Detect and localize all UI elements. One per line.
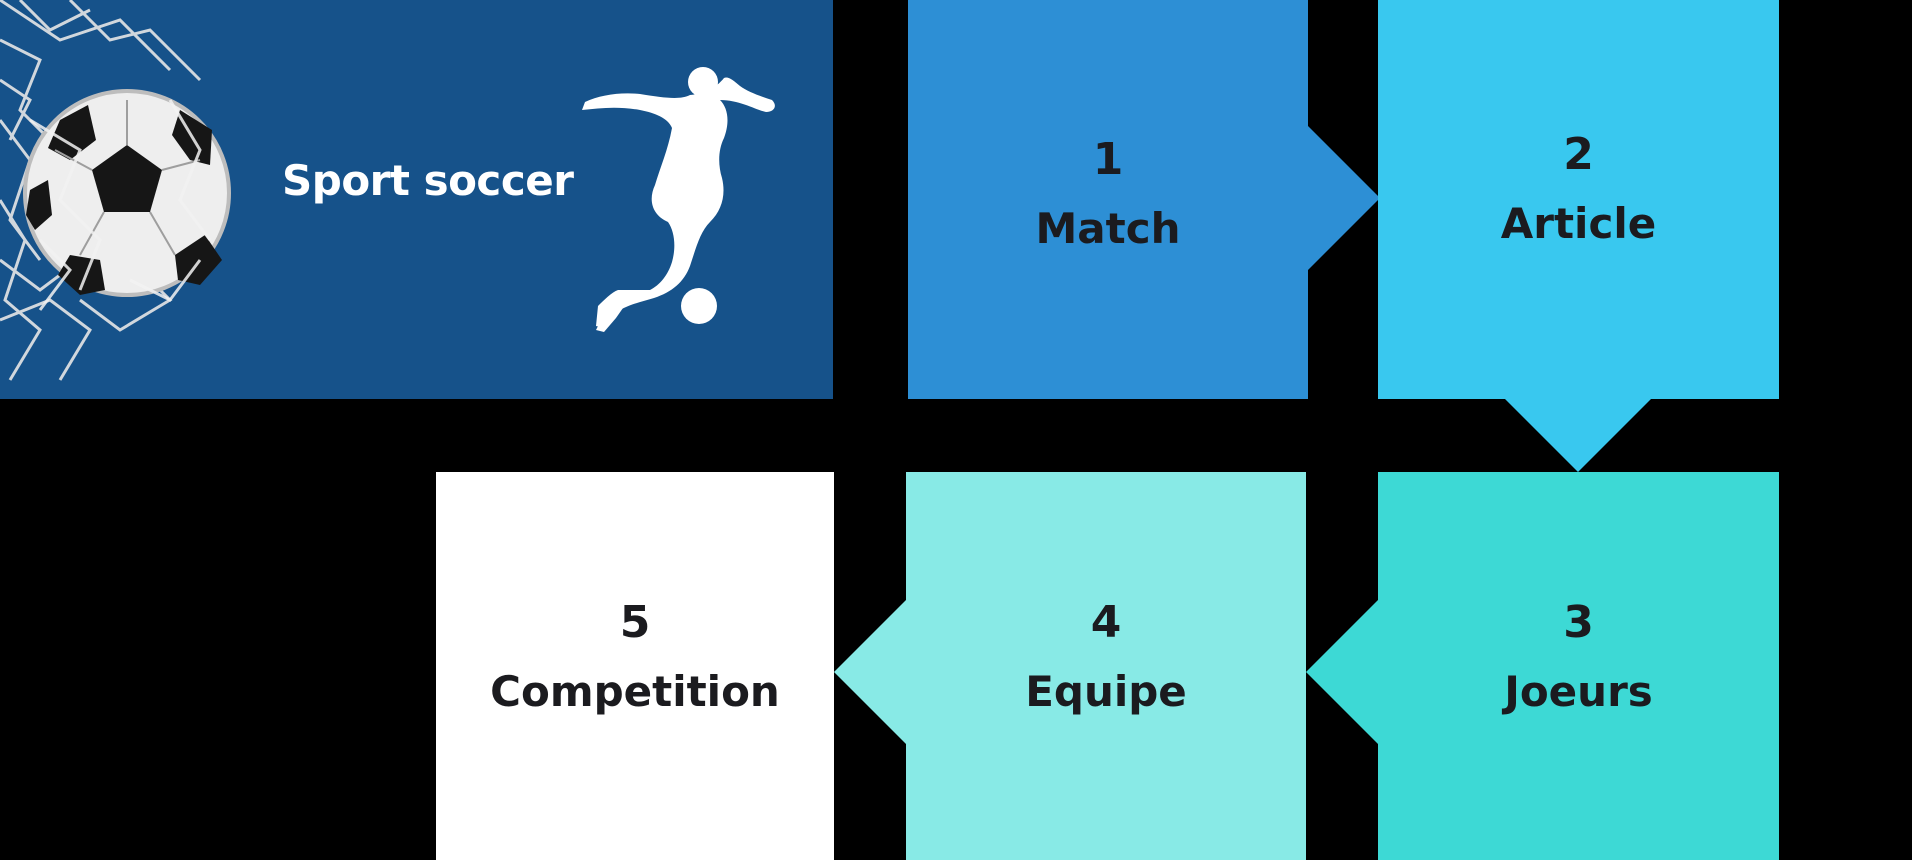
- step-3-content: 3 Joeurs: [1378, 472, 1779, 860]
- step-4-equipe: 4 Equipe: [834, 472, 1306, 860]
- step-2-content: 2 Article: [1378, 0, 1779, 399]
- step-5-competition: 5 Competition: [436, 472, 834, 860]
- step-4-label: Equipe: [1025, 667, 1187, 716]
- step-2-number: 2: [1563, 128, 1594, 180]
- step-1-content: 1 Match: [908, 0, 1308, 399]
- soccer-ball-icon: [23, 89, 231, 297]
- step-1-label: Match: [1035, 203, 1181, 253]
- step-2-shape: [1378, 0, 1779, 472]
- step-5-shape: [436, 472, 834, 860]
- player-kicking-icon: [582, 67, 775, 332]
- hero-banner: Sport soccer: [0, 0, 833, 399]
- step-4-shape: [834, 472, 1306, 860]
- step-2-article: 2 Article: [1378, 0, 1779, 472]
- step-3-shape: [1306, 472, 1779, 860]
- step-1-shape: [908, 0, 1380, 399]
- step-2-label: Article: [1500, 198, 1657, 248]
- hero-title: Sport soccer: [282, 156, 574, 205]
- hero-illustration: [0, 0, 775, 381]
- step-1-match: 1 Match: [908, 0, 1380, 399]
- step-4-content: 4 Equipe: [906, 472, 1306, 860]
- step-5-content: 5 Competition: [436, 472, 834, 860]
- step-5-number: 5: [619, 597, 651, 648]
- step-4-number: 4: [1090, 597, 1122, 648]
- step-3-label: Joeurs: [1504, 667, 1653, 716]
- step-5-label: Competition: [490, 667, 780, 716]
- step-1-number: 1: [1092, 133, 1124, 185]
- step-3-joeurs: 3 Joeurs: [1306, 472, 1779, 860]
- step-3-number: 3: [1563, 597, 1594, 648]
